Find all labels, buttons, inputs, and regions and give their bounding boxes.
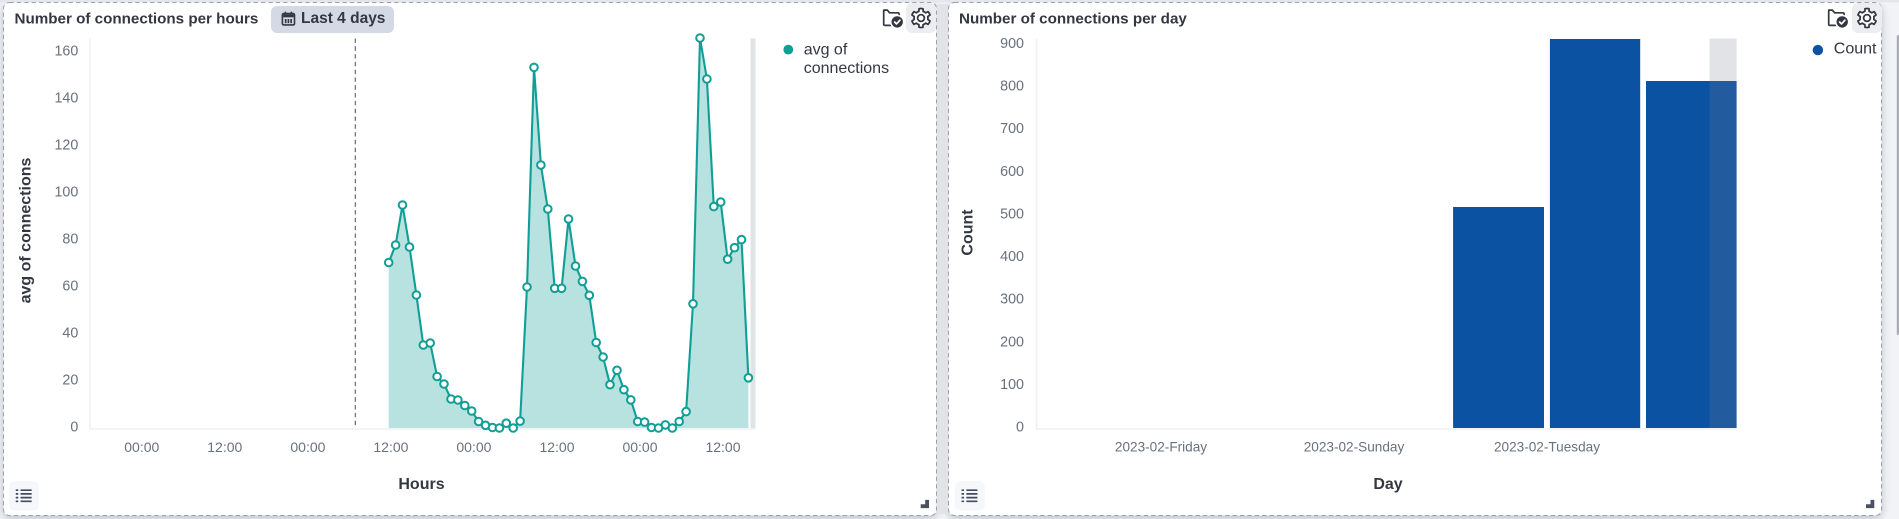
svg-text:200: 200 xyxy=(1000,334,1024,350)
svg-text:2023-02-Friday: 2023-02-Friday xyxy=(1115,440,1207,455)
svg-text:00:00: 00:00 xyxy=(124,439,159,455)
svg-text:40: 40 xyxy=(62,326,78,342)
svg-text:0: 0 xyxy=(1016,420,1024,436)
svg-text:20: 20 xyxy=(62,373,78,389)
svg-text:2023-02-Tuesday: 2023-02-Tuesday xyxy=(1494,440,1600,455)
svg-text:12:00: 12:00 xyxy=(539,439,574,455)
svg-text:avg of connections: avg of connections xyxy=(18,158,35,304)
svg-text:00:00: 00:00 xyxy=(456,439,491,455)
svg-text:160: 160 xyxy=(54,44,78,60)
svg-text:Count: Count xyxy=(1834,41,1877,58)
svg-text:Count: Count xyxy=(960,209,977,256)
svg-text:140: 140 xyxy=(54,91,78,107)
svg-text:12:00: 12:00 xyxy=(207,439,242,455)
svg-text:600: 600 xyxy=(1000,164,1024,180)
svg-text:00:00: 00:00 xyxy=(290,439,325,455)
svg-text:100: 100 xyxy=(1000,377,1024,393)
svg-text:00:00: 00:00 xyxy=(622,439,657,455)
svg-text:Number of connections per day: Number of connections per day xyxy=(959,11,1187,28)
svg-text:2023-02-Sunday: 2023-02-Sunday xyxy=(1304,440,1405,455)
svg-text:Number of connections per hour: Number of connections per hours xyxy=(15,11,259,28)
svg-text:100: 100 xyxy=(54,185,78,201)
svg-text:80: 80 xyxy=(62,232,78,248)
svg-text:0: 0 xyxy=(70,420,78,436)
svg-text:avg of: avg of xyxy=(804,41,848,58)
svg-text:700: 700 xyxy=(1000,121,1024,137)
svg-text:900: 900 xyxy=(1000,36,1024,52)
svg-text:120: 120 xyxy=(54,138,78,154)
svg-text:Hours: Hours xyxy=(398,476,444,493)
svg-text:12:00: 12:00 xyxy=(705,439,740,455)
svg-text:connections: connections xyxy=(804,60,889,77)
svg-text:Day: Day xyxy=(1373,476,1402,493)
svg-text:300: 300 xyxy=(1000,292,1024,308)
svg-text:60: 60 xyxy=(62,279,78,295)
svg-text:12:00: 12:00 xyxy=(373,439,408,455)
svg-text:500: 500 xyxy=(1000,206,1024,222)
svg-text:400: 400 xyxy=(1000,249,1024,265)
svg-text:Last 4 days: Last 4 days xyxy=(301,10,385,27)
svg-text:800: 800 xyxy=(1000,79,1024,95)
